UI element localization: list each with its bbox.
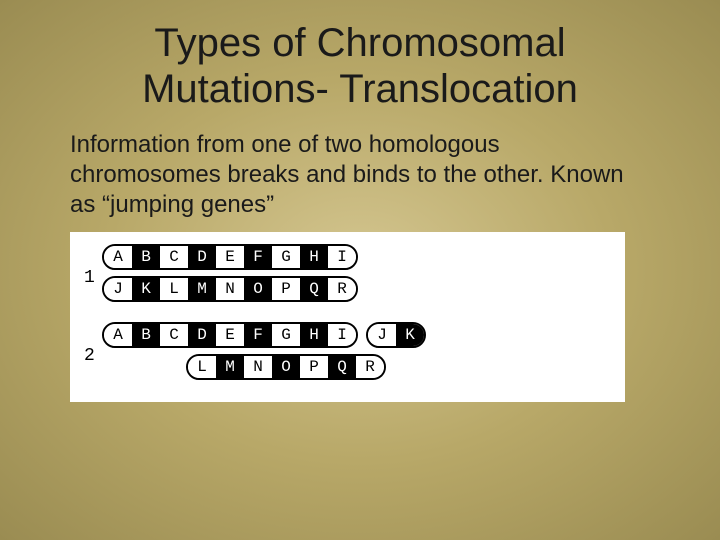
gene-segment: F <box>244 246 272 268</box>
gene-segment: M <box>216 356 244 378</box>
chromosome-row: LMNOPQR <box>102 354 611 380</box>
chromosome-group: 1ABCDEFGHI JKLMNOPQR <box>84 244 611 308</box>
gene-segment: P <box>300 356 328 378</box>
chromosome: ABCDEFGHI <box>102 322 358 348</box>
gene-segment: O <box>272 356 300 378</box>
gene-segment: A <box>104 324 132 346</box>
chromosome-row: ABCDEFGHIJK <box>102 322 611 348</box>
gene-segment: I <box>328 324 356 346</box>
gene-segment: R <box>328 278 356 300</box>
gene-segment: M <box>188 278 216 300</box>
gene-segment: J <box>368 324 396 346</box>
gene-segment: L <box>160 278 188 300</box>
gene-segment: G <box>272 246 300 268</box>
gene-segment: C <box>160 324 188 346</box>
gene-segment: B <box>132 246 160 268</box>
slide-title: Types of Chromosomal Mutations- Transloc… <box>0 0 720 112</box>
chromosome-row: ABCDEFGHI <box>102 244 611 270</box>
gene-segment: Q <box>300 278 328 300</box>
gene-segment: Q <box>328 356 356 378</box>
gene-segment: F <box>244 324 272 346</box>
gene-segment: J <box>104 278 132 300</box>
slide-description: Information from one of two homologous c… <box>0 112 720 220</box>
chromosome: LMNOPQR <box>186 354 386 380</box>
gene-segment: B <box>132 324 160 346</box>
gene-segment: O <box>244 278 272 300</box>
group-label: 1 <box>84 268 102 288</box>
title-line-2: Mutations- Translocation <box>142 67 578 111</box>
gene-segment: I <box>328 246 356 268</box>
gene-segment: A <box>104 246 132 268</box>
gene-segment: C <box>160 246 188 268</box>
gene-segment: G <box>272 324 300 346</box>
chromosome: JK <box>366 322 426 348</box>
gene-segment: H <box>300 246 328 268</box>
group-label: 2 <box>84 346 102 366</box>
gene-segment: K <box>132 278 160 300</box>
gene-segment: R <box>356 356 384 378</box>
gene-segment: N <box>216 278 244 300</box>
gene-segment: N <box>244 356 272 378</box>
gene-segment: D <box>188 246 216 268</box>
gene-segment: E <box>216 324 244 346</box>
gene-segment: P <box>272 278 300 300</box>
gene-segment: K <box>396 324 424 346</box>
chromosome-row: JKLMNOPQR <box>102 276 611 302</box>
chromosome-group: 2ABCDEFGHIJKLMNOPQR <box>84 322 611 386</box>
chromosome: JKLMNOPQR <box>102 276 358 302</box>
gene-segment: D <box>188 324 216 346</box>
chromosome: ABCDEFGHI <box>102 244 358 270</box>
gene-segment: L <box>188 356 216 378</box>
gene-segment: E <box>216 246 244 268</box>
title-line-1: Types of Chromosomal <box>154 21 565 65</box>
chromosome-diagram: 1ABCDEFGHIJKLMNOPQR2ABCDEFGHIJKLMNOPQR <box>70 232 625 402</box>
gene-segment: H <box>300 324 328 346</box>
